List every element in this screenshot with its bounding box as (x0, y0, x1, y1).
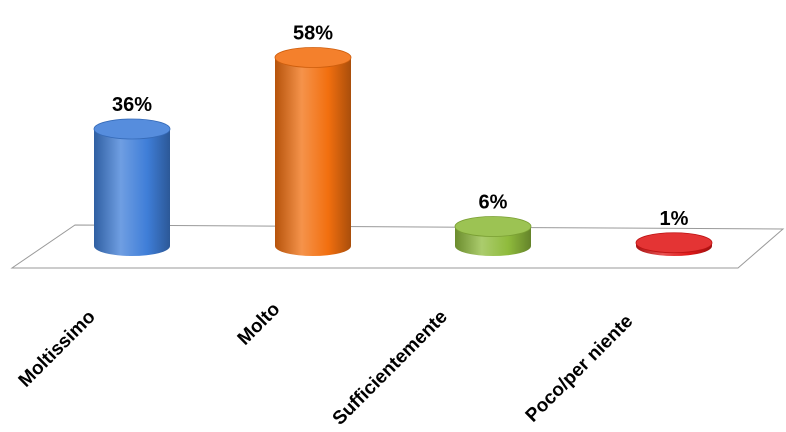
bar-poco-per-niente (635, 232, 713, 256)
category-labels-layer: Moltissimo Molto Sufficientemente Poco/per … (15, 299, 638, 430)
data-label: 6% (479, 192, 508, 214)
category-label: Molto (234, 299, 285, 350)
category-label: Moltissimo (15, 307, 100, 392)
bar-moltissimo (93, 118, 171, 256)
bar-top (635, 232, 713, 254)
bar-molto (274, 47, 352, 256)
bar-sufficientemente (454, 216, 532, 256)
data-label: 1% (660, 208, 689, 230)
bar-body (275, 57, 351, 256)
bar-top (454, 216, 532, 237)
data-label: 36% (112, 94, 152, 116)
bar-top (274, 47, 352, 68)
bar-body (94, 129, 170, 256)
bar-top (93, 118, 171, 140)
bars-layer (93, 47, 713, 256)
category-label: Sufficientemente (329, 306, 452, 429)
data-labels-layer: 36% 58% 6% 1% (112, 23, 689, 230)
category-label: Poco/per niente (522, 311, 638, 427)
chart-floor (10, 224, 785, 269)
data-label: 58% (293, 23, 333, 45)
